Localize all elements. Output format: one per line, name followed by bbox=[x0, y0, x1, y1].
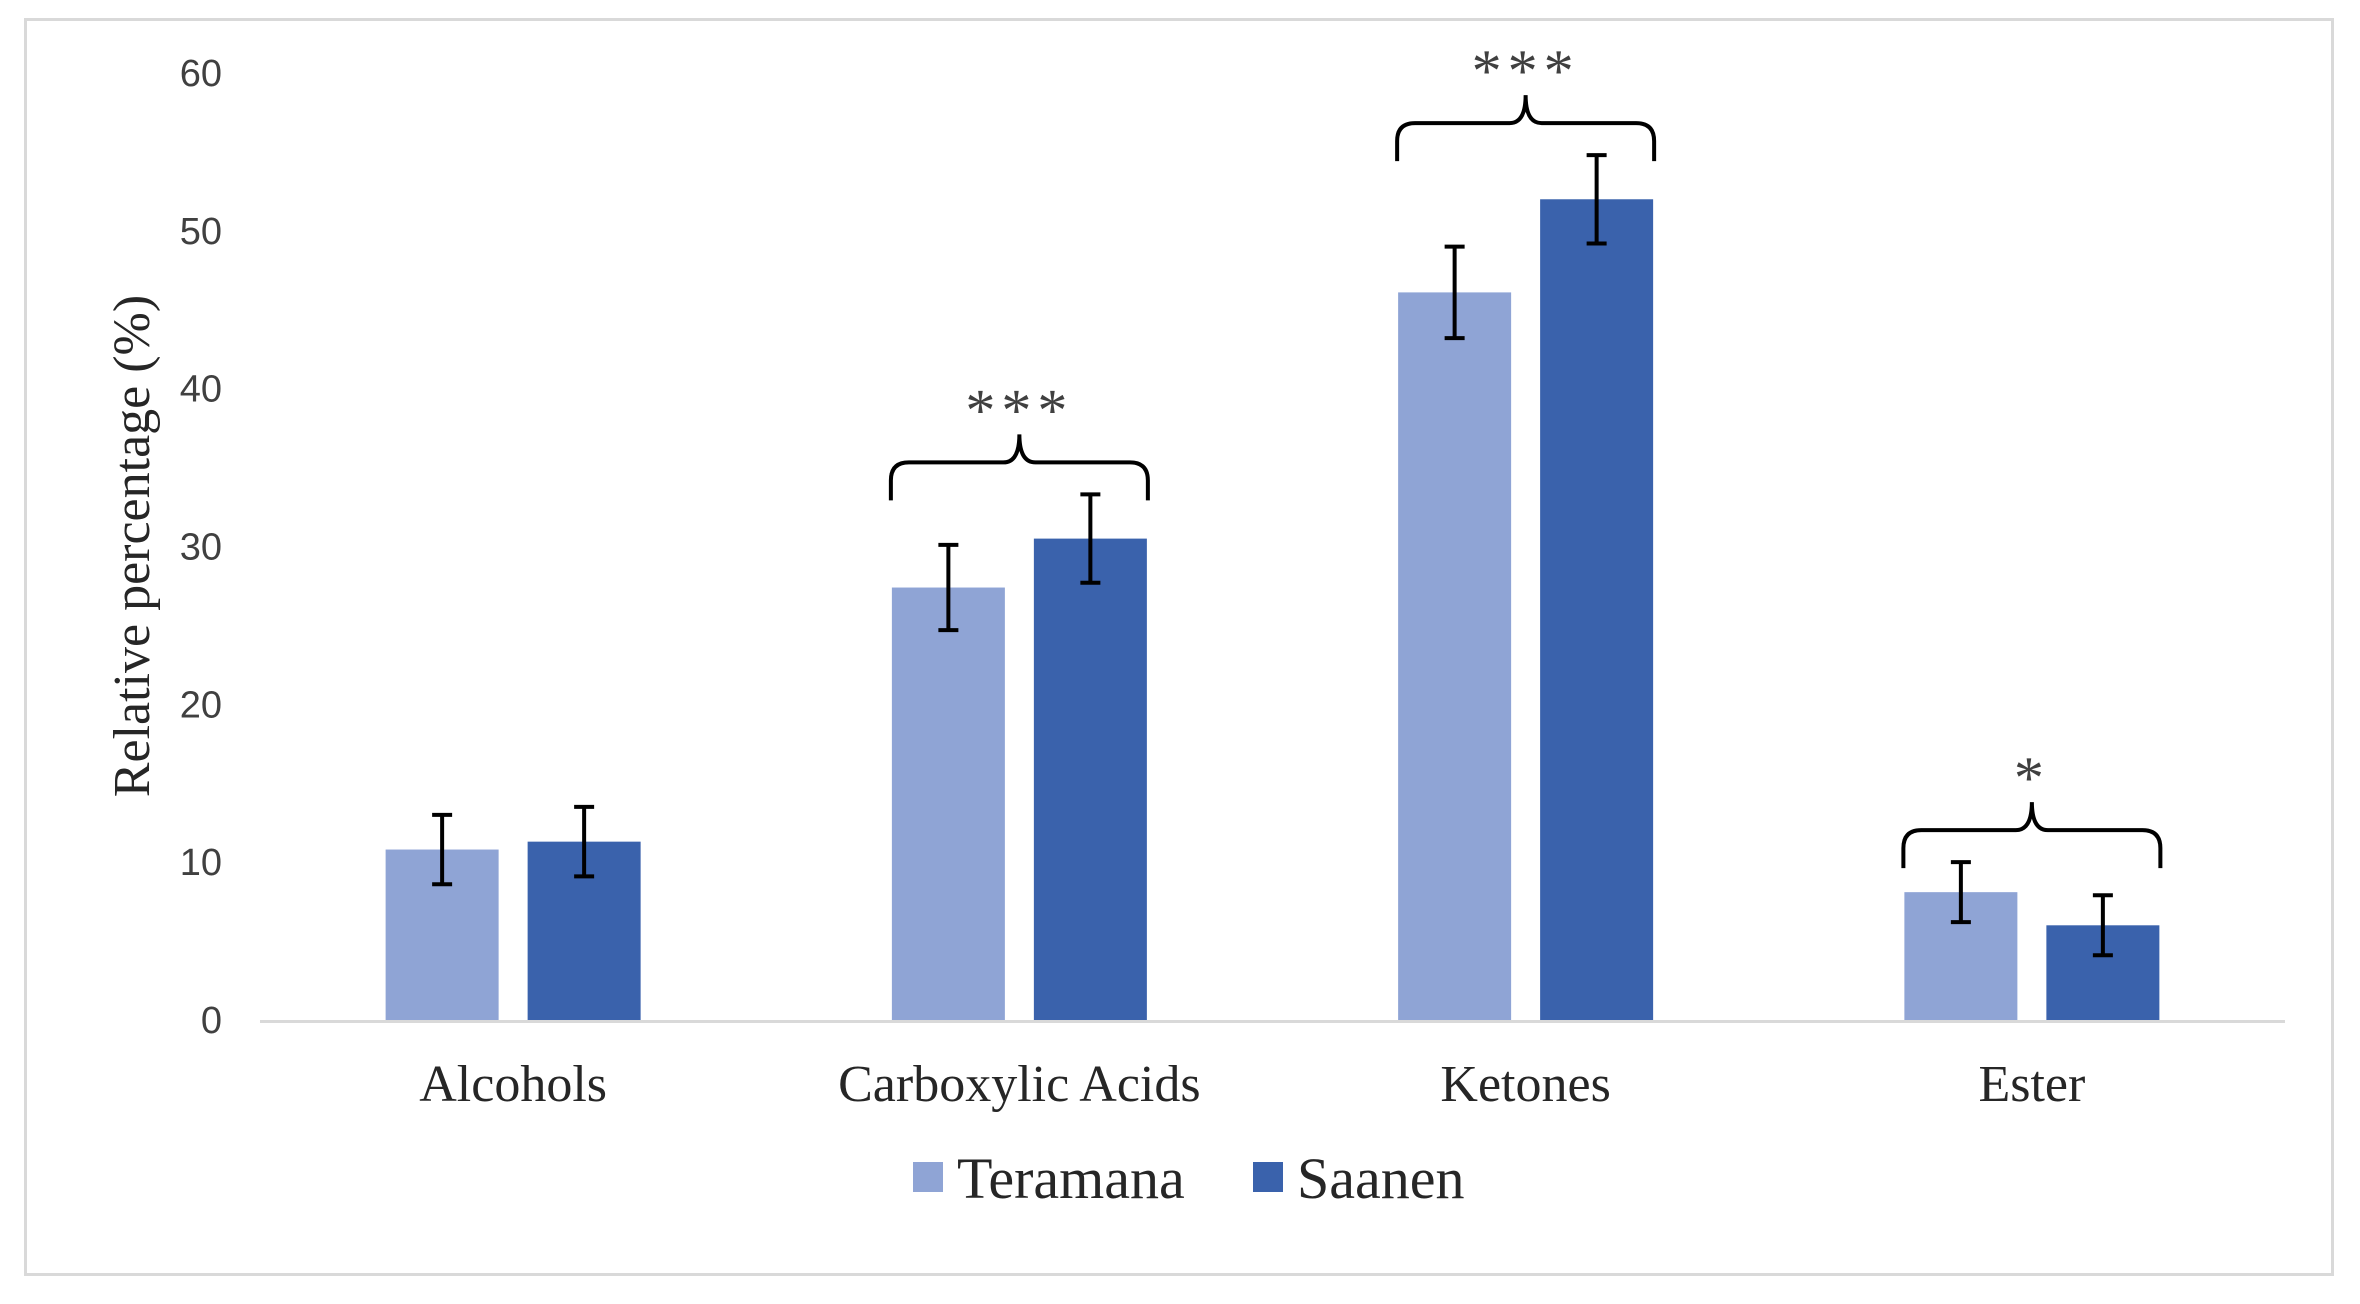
significance-label: *** bbox=[1472, 38, 1580, 104]
y-axis-title: Relative percentage (%) bbox=[104, 295, 161, 797]
significance-bracket bbox=[888, 434, 1150, 501]
y-tick-label: 60 bbox=[180, 53, 222, 95]
legend-label-saanen: Saanen bbox=[1297, 1146, 1465, 1211]
category-label: Ester bbox=[1978, 1056, 2085, 1113]
y-tick-label: 30 bbox=[180, 527, 222, 569]
significance-bracket bbox=[1901, 802, 2163, 869]
significance-label: * bbox=[2014, 745, 2050, 811]
bar-saanen-1 bbox=[1033, 538, 1147, 1020]
bar-teramana-2 bbox=[1398, 292, 1512, 1021]
bars bbox=[385, 199, 2160, 1021]
y-tick-label: 40 bbox=[180, 369, 222, 411]
legend-label-teramana: Teramana bbox=[957, 1146, 1185, 1211]
legend-swatch-saanen bbox=[1253, 1162, 1283, 1192]
significance-bracket bbox=[1395, 95, 1657, 162]
bar-saanen-2 bbox=[1540, 199, 1654, 1020]
chart-frame: Relative percentage (%) 0 10 20 30 40 50 60 **… bbox=[24, 18, 2334, 1276]
y-tick-label: 0 bbox=[201, 1000, 222, 1042]
y-tick-label: 20 bbox=[180, 684, 222, 726]
y-tick-label: 50 bbox=[180, 211, 222, 253]
error-bars bbox=[432, 153, 2113, 958]
bar-teramana-1 bbox=[891, 587, 1005, 1020]
category-label: Carboxylic Acids bbox=[838, 1056, 1201, 1113]
significance-brackets: ******* bbox=[888, 38, 2163, 869]
category-labels: Alcohols Carboxylic Acids Ketones Ester bbox=[419, 1056, 2085, 1113]
legend: Teramana Saanen bbox=[913, 1146, 1465, 1211]
category-label: Alcohols bbox=[419, 1056, 607, 1113]
significance-label: *** bbox=[965, 377, 1073, 443]
legend-swatch-teramana bbox=[913, 1162, 943, 1192]
y-axis-title-group: Relative percentage (%) bbox=[104, 295, 161, 797]
y-tick-labels: 0 10 20 30 40 50 60 bbox=[180, 53, 222, 1042]
y-tick-label: 10 bbox=[180, 842, 222, 884]
category-label: Ketones bbox=[1440, 1056, 1610, 1113]
